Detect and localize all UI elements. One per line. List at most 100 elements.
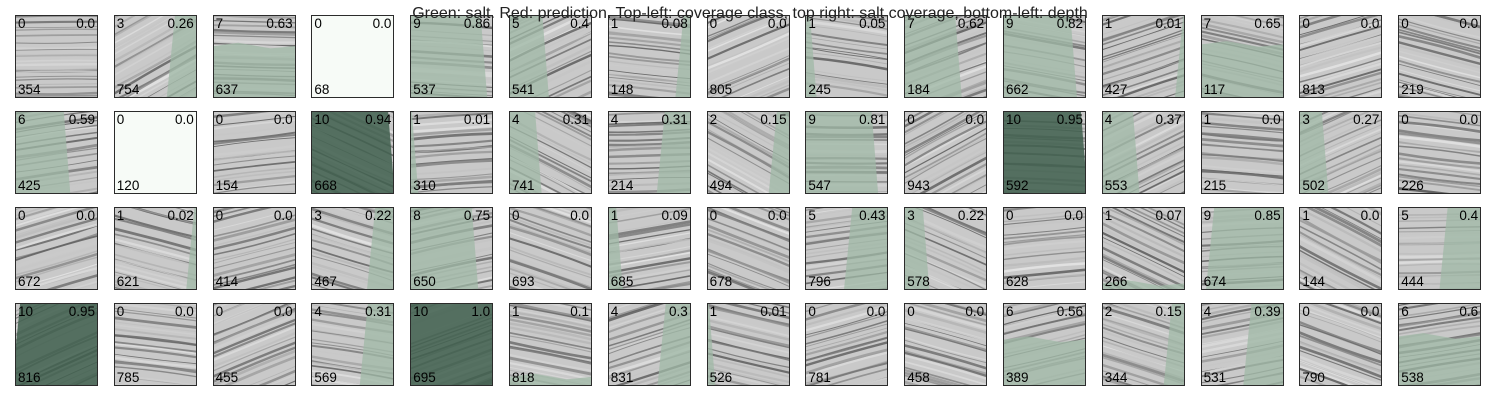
seismic-tile: 9 0.81 547: [805, 111, 889, 194]
depth-label: 781: [808, 370, 831, 385]
salt-coverage-label: 0.85: [1254, 208, 1281, 223]
salt-coverage-label: 0.0: [76, 16, 95, 31]
coverage-class-label: 4: [512, 112, 520, 127]
coverage-class-label: 1: [512, 304, 520, 319]
coverage-class-label: 0: [709, 16, 718, 31]
salt-coverage-label: 0.3: [669, 304, 688, 319]
seismic-tile: 10 0.95 592: [1003, 111, 1086, 194]
salt-coverage-label: 1.0: [471, 304, 491, 319]
depth-label: 144: [1302, 274, 1325, 289]
coverage-class-label: 5: [1401, 208, 1409, 223]
coverage-class-label: 6: [1006, 304, 1014, 319]
seismic-tile: 2 0.15 344: [1101, 303, 1185, 386]
coverage-class-label: 4: [1203, 304, 1212, 319]
salt-coverage-label: 0.0: [76, 208, 95, 223]
salt-mask: [411, 112, 419, 193]
salt-mask: [905, 208, 930, 289]
seismic-image: [16, 304, 97, 385]
depth-label: 637: [215, 82, 239, 97]
coverage-class-label: 7: [907, 16, 915, 31]
seismic-tile: 6 0.6 538: [1398, 303, 1482, 386]
coverage-class-label: 0: [1302, 16, 1310, 31]
coverage-class-label: 3: [116, 16, 125, 31]
seismic-image: [1102, 304, 1184, 385]
seismic-tile: 0 0.0 354: [15, 15, 98, 98]
coverage-class-label: 0: [1302, 304, 1310, 319]
coverage-class-label: 0: [808, 304, 816, 319]
seismic-tile: 9 0.86 537: [410, 15, 494, 98]
depth-label: 818: [512, 370, 535, 385]
seismic-tile: 3 0.26 754: [113, 15, 197, 98]
seismic-image: [707, 112, 789, 193]
salt-mask: [166, 16, 196, 97]
salt-mask: [1163, 304, 1184, 385]
salt-mask: [768, 112, 789, 193]
depth-label: 650: [413, 274, 436, 289]
seismic-image: [1201, 208, 1283, 289]
seismic-tile: 5 0.4 444: [1398, 207, 1482, 290]
seismic-image: [1004, 16, 1085, 97]
seismic-image: [905, 112, 987, 193]
seismic-image: [411, 112, 493, 193]
salt-coverage-label: 0.0: [175, 112, 194, 127]
seismic-tile: 0 0.0 678: [706, 207, 790, 290]
coverage-class-label: 7: [1203, 16, 1212, 31]
salt-coverage-label: 0.09: [661, 208, 688, 223]
depth-label: 668: [314, 178, 337, 193]
seismic-image: [1201, 112, 1283, 193]
coverage-class-label: 0: [1401, 112, 1409, 127]
seismic-image: [1399, 16, 1481, 97]
seismic-image: [806, 208, 888, 289]
coverage-class-label: 7: [215, 16, 224, 31]
depth-label: 553: [1104, 178, 1128, 193]
seismic-image: [411, 304, 493, 385]
salt-coverage-label: 0.62: [957, 16, 985, 31]
seismic-image: [510, 112, 591, 193]
seismic-tile: 1 0.08 148: [607, 15, 691, 98]
salt-coverage-label: 0.22: [365, 208, 392, 223]
salt-coverage-label: 0.0: [1459, 16, 1479, 31]
coverage-class-label: 3: [314, 208, 322, 223]
salt-coverage-label: 0.0: [1360, 16, 1380, 31]
coverage-class-label: 10: [18, 304, 34, 319]
depth-label: 592: [1006, 178, 1029, 193]
seismic-tile: 1 0.01 526: [706, 303, 790, 386]
salt-coverage-label: 0.1: [570, 304, 589, 319]
salt-mask: [806, 112, 879, 193]
coverage-class-label: 3: [907, 208, 915, 223]
depth-label: 578: [907, 274, 930, 289]
seismic-image: [608, 16, 690, 97]
salt-mask: [1205, 208, 1283, 289]
salt-coverage-label: 0.56: [1056, 304, 1083, 319]
seismic-tile: 1 0.05 245: [805, 15, 889, 98]
depth-label: 541: [512, 82, 535, 97]
coverage-class-label: 8: [413, 208, 421, 223]
salt-coverage-label: 0.01: [1155, 16, 1182, 31]
salt-coverage-label: 0.0: [175, 304, 194, 319]
seismic-image: [510, 208, 591, 289]
seismic-image: [510, 304, 591, 385]
seismic-image: [806, 112, 888, 193]
coverage-class-label: 6: [18, 112, 26, 127]
seismic-image: [806, 304, 888, 385]
salt-coverage-label: 0.65: [1254, 16, 1281, 31]
seismic-tile: 4 0.31 214: [607, 111, 691, 194]
salt-coverage-label: 0.95: [68, 304, 95, 319]
coverage-class-label: 1: [610, 208, 619, 223]
coverage-class-label: 9: [413, 16, 421, 31]
salt-coverage-label: 0.0: [965, 112, 985, 127]
salt-coverage-label: 0.0: [1459, 112, 1479, 127]
seismic-tile: 0 0.0 785: [113, 303, 197, 386]
depth-label: 444: [1401, 274, 1424, 289]
seismic-tile: 4 0.37 553: [1101, 111, 1185, 194]
depth-label: 547: [808, 178, 831, 193]
seismic-image: [1300, 16, 1382, 97]
coverage-class-label: 1: [116, 208, 125, 223]
depth-label: 813: [1302, 82, 1325, 97]
salt-coverage-label: 0.27: [1353, 112, 1380, 127]
seismic-image: [312, 304, 394, 385]
depth-label: 344: [1104, 370, 1128, 385]
depth-label: 785: [116, 370, 140, 385]
seismic-tile: 5 0.4 541: [509, 15, 592, 98]
seismic-image: [312, 112, 394, 193]
